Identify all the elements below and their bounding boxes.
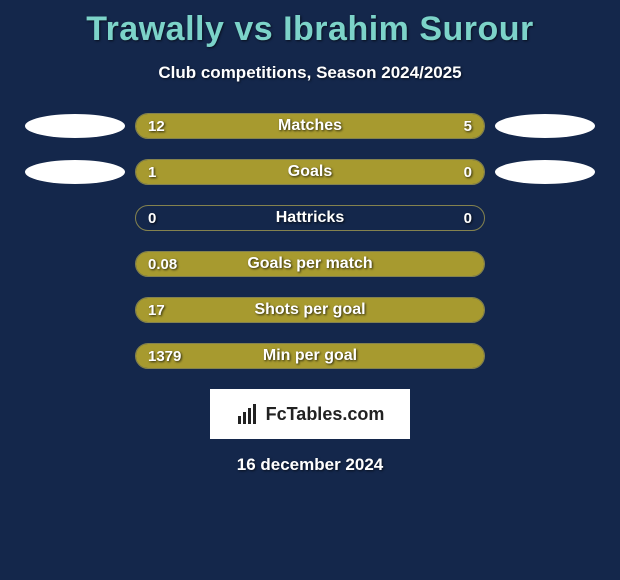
page-title: Trawally vs Ibrahim Surour bbox=[0, 0, 620, 49]
player1-badge-slot bbox=[25, 343, 125, 369]
player2-badge bbox=[495, 160, 595, 184]
date-line: 16 december 2024 bbox=[0, 455, 620, 475]
fctables-logo-icon bbox=[236, 402, 260, 426]
player2-badge-slot bbox=[495, 297, 595, 323]
player2-badge-slot bbox=[495, 251, 595, 277]
player1-badge-slot bbox=[25, 251, 125, 277]
player1-badge-slot bbox=[25, 159, 125, 185]
player2-badge bbox=[495, 114, 595, 138]
stat-row: 0.08Goals per match bbox=[0, 251, 620, 277]
player2-badge-slot bbox=[495, 113, 595, 139]
comparison-chart: 125Matches10Goals00Hattricks0.08Goals pe… bbox=[0, 113, 620, 369]
stat-value-player2: 0 bbox=[464, 160, 472, 184]
player1-badge-slot bbox=[25, 205, 125, 231]
stat-value-player1: 0 bbox=[148, 206, 156, 230]
stat-bar: 0 0Hattricks bbox=[135, 205, 485, 231]
page-subtitle: Club competitions, Season 2024/2025 bbox=[0, 63, 620, 83]
player1-badge-slot bbox=[25, 297, 125, 323]
bar-left-fill bbox=[136, 252, 484, 276]
stat-row: 0 0Hattricks bbox=[0, 205, 620, 231]
stat-bar: 0.08Goals per match bbox=[135, 251, 485, 277]
bar-left-fill bbox=[136, 344, 484, 368]
bar-left-fill bbox=[136, 114, 382, 138]
bar-left-fill bbox=[136, 298, 484, 322]
stat-label: Hattricks bbox=[136, 206, 484, 230]
player1-badge-slot bbox=[25, 113, 125, 139]
logo-text: FcTables.com bbox=[266, 404, 385, 425]
stat-value-player1: 1379 bbox=[148, 344, 181, 368]
player2-badge-slot bbox=[495, 343, 595, 369]
stat-bar: 17Shots per goal bbox=[135, 297, 485, 323]
stat-row: 17Shots per goal bbox=[0, 297, 620, 323]
stat-value-player1: 12 bbox=[148, 114, 165, 138]
stat-value-player1: 17 bbox=[148, 298, 165, 322]
stat-value-player2: 5 bbox=[464, 114, 472, 138]
stat-bar: 1379Min per goal bbox=[135, 343, 485, 369]
bar-left-fill bbox=[136, 160, 397, 184]
player1-badge bbox=[25, 114, 125, 138]
stat-value-player2: 0 bbox=[464, 206, 472, 230]
stat-bar: 125Matches bbox=[135, 113, 485, 139]
stat-row: 125Matches bbox=[0, 113, 620, 139]
player1-badge bbox=[25, 160, 125, 184]
stat-row: 10Goals bbox=[0, 159, 620, 185]
logo-box: FcTables.com bbox=[210, 389, 410, 439]
player2-badge-slot bbox=[495, 205, 595, 231]
stat-row: 1379Min per goal bbox=[0, 343, 620, 369]
stat-value-player1: 0.08 bbox=[148, 252, 177, 276]
stat-bar: 10Goals bbox=[135, 159, 485, 185]
player2-badge-slot bbox=[495, 159, 595, 185]
stat-value-player1: 1 bbox=[148, 160, 156, 184]
